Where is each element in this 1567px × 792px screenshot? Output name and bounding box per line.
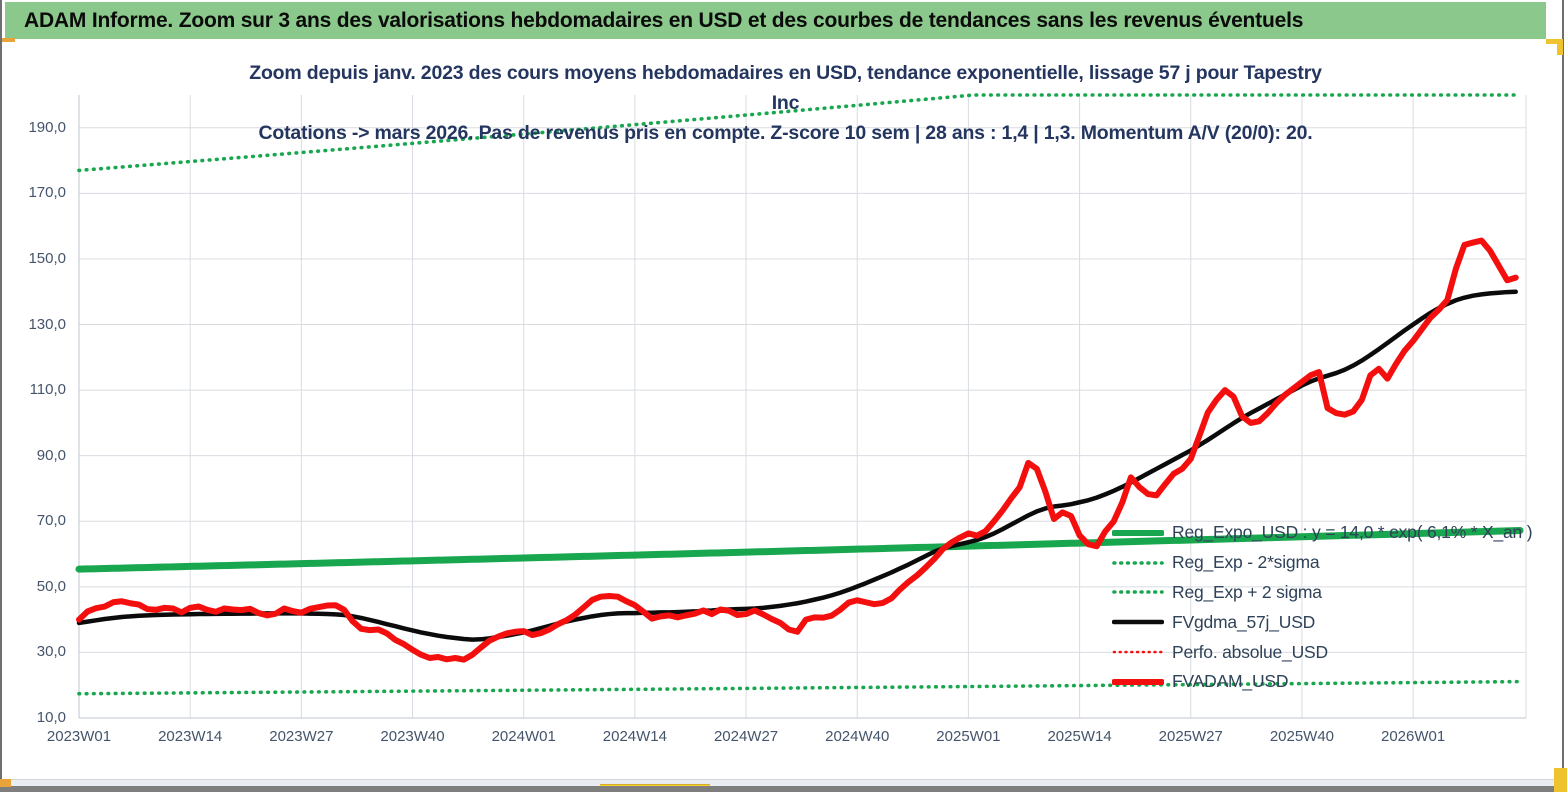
legend-swatch-red-dot <box>1112 650 1164 654</box>
y-tick-label: 110,0 <box>29 381 66 399</box>
x-tick-label: 2025W40 <box>1269 728 1335 745</box>
legend-entry-reg_exp: Reg_Exp + 2 sigma <box>1112 578 1532 608</box>
legend-swatch-green-dot <box>1112 560 1164 565</box>
bottom-right-handle <box>1554 768 1567 792</box>
legend-label: Reg_Expo_USD : y = 14,0 * exp( 6,1% * X_… <box>1172 522 1533 543</box>
x-tick-label: 2024W14 <box>602 728 667 745</box>
x-tick-label: 2026W01 <box>1381 728 1446 745</box>
y-tick-label: 190,0 <box>28 118 66 136</box>
x-tick-label: 2023W14 <box>158 728 223 745</box>
legend-entry-fvadam_usd: FVADAM_USD <box>1112 667 1532 697</box>
y-tick-label: 170,0 <box>28 184 66 202</box>
legend-label: FVADAM_USD <box>1172 671 1289 692</box>
x-tick-label: 2023W01 <box>46 728 112 745</box>
y-tick-label: 70,0 <box>36 512 66 530</box>
report-title: ADAM Informe. Zoom sur 3 ans des valoris… <box>24 8 1304 32</box>
legend-label: Reg_Exp + 2 sigma <box>1172 581 1322 602</box>
legend-entry-fvgdma_57j_usd: FVgdma_57j_USD <box>1112 607 1532 637</box>
x-tick-label: 2025W01 <box>936 728 1001 745</box>
legend-label: FVgdma_57j_USD <box>1172 611 1316 632</box>
x-tick-label: 2024W27 <box>713 728 779 745</box>
y-tick-label: 30,0 <box>36 643 66 661</box>
x-tick-label: 2024W40 <box>825 728 890 745</box>
y-tick-label: 130,0 <box>28 315 66 333</box>
window-border-left <box>0 0 2 792</box>
legend-entry-reg_exp: Reg_Exp - 2*sigma <box>1112 548 1532 578</box>
window-border-right <box>1562 0 1564 792</box>
series-reg_exp <box>77 679 1522 696</box>
legend-entry-reg_expo_usd: Reg_Expo_USD : y = 14,0 * exp( 6,1% * X_… <box>1112 518 1533 548</box>
series-fvadam_usd <box>76 237 1519 663</box>
y-tick-label: 150,0 <box>28 249 66 267</box>
y-tick-label: 90,0 <box>36 446 66 464</box>
chart-area: Zoom depuis janv. 2023 des cours moyens … <box>0 40 1567 776</box>
report-title-bar: ADAM Informe. Zoom sur 3 ans des valoris… <box>5 2 1546 39</box>
series-reg_exp <box>77 93 1522 173</box>
legend-swatch-green-dot <box>1112 590 1164 595</box>
window-bottom-bar <box>0 786 1567 792</box>
x-tick-label: 2025W27 <box>1158 728 1223 745</box>
y-tick-label: 10,0 <box>36 709 66 726</box>
chart-title-line1: Zoom depuis janv. 2023 des cours moyens … <box>249 62 1322 114</box>
y-tick-label: 50,0 <box>36 577 66 595</box>
legend-label: Perfo. absolue_USD <box>1172 641 1328 662</box>
chart-title-line2: Cotations -> mars 2026. Pas de revenus p… <box>258 122 1313 144</box>
chart-legend: Reg_Expo_USD : y = 14,0 * exp( 6,1% * X_… <box>1112 518 1533 697</box>
chart-title: Zoom depuis janv. 2023 des cours moyens … <box>233 58 1338 148</box>
series-reg_expo_usd <box>75 526 1524 573</box>
bottom-left-handle <box>0 779 11 787</box>
legend-entry-perfo.: Perfo. absolue_USD <box>1112 637 1532 667</box>
selection-handle-left[interactable] <box>2 38 15 42</box>
legend-swatch-black-solid <box>1112 620 1164 625</box>
legend-swatch-green-solid <box>1112 529 1164 536</box>
x-tick-label: 2023W40 <box>380 728 445 745</box>
legend-label: Reg_Exp - 2*sigma <box>1172 552 1320 573</box>
legend-swatch-red-solid <box>1112 678 1164 685</box>
x-tick-label: 2025W14 <box>1047 728 1112 745</box>
x-tick-label: 2023W27 <box>269 728 334 745</box>
x-tick-label: 2024W01 <box>491 728 556 745</box>
selection-handle-right[interactable] <box>1546 39 1563 55</box>
